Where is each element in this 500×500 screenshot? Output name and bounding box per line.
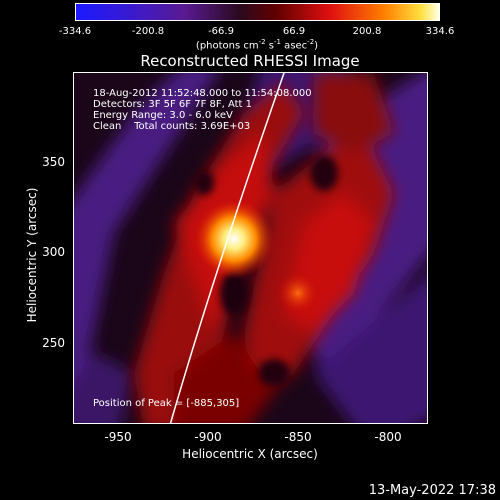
y-tick-label: 250 — [42, 336, 65, 350]
x-tick-label: -800 — [374, 430, 402, 444]
y-tick-label: 300 — [42, 245, 65, 259]
colorbar-units: (photons cm-2 s-1 asec-2) — [195, 38, 319, 52]
x-tick-label: -900 — [194, 430, 222, 444]
timestamp: 13-May-2022 17:38 — [368, 483, 496, 498]
rhessi-image — [73, 72, 428, 424]
y-axis-label: Heliocentric Y (arcsec) — [25, 187, 39, 323]
colorbar-tick: -334.6 — [58, 26, 92, 37]
colorbar-tick: -66.9 — [208, 26, 234, 37]
colorbar-tick: -200.8 — [131, 26, 165, 37]
x-tick-label: -950 — [104, 430, 132, 444]
time-range-text: 18-Aug-2012 11:52:48.000 to 11:54:08.000 — [93, 88, 312, 99]
detectors-text: Detectors: 3F 5F 6F 7F 8F, Att 1 — [93, 99, 253, 110]
colorbar-tick: 334.6 — [425, 26, 455, 37]
y-tick-label: 350 — [42, 155, 65, 169]
colorbar — [75, 3, 440, 21]
x-axis-label: Heliocentric X (arcsec) — [182, 447, 318, 461]
x-tick-label: -850 — [284, 430, 312, 444]
energy-range-text: Energy Range: 3.0 - 6.0 keV — [93, 110, 233, 121]
colorbar-tick: 66.9 — [282, 26, 306, 37]
peak-position-text: Position of Peak = [-885,305] — [93, 398, 240, 409]
image-title: Reconstructed RHESSI Image — [140, 52, 360, 70]
colorbar-tick: 200.8 — [352, 26, 382, 37]
clean-counts-text: Clean Total counts: 3.69E+03 — [93, 121, 251, 132]
